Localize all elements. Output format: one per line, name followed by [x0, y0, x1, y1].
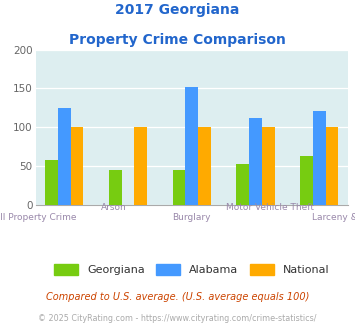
Bar [45, 160, 58, 205]
Bar [109, 171, 121, 205]
Bar [198, 127, 211, 205]
Bar [173, 171, 185, 205]
Bar [300, 156, 313, 205]
Bar [262, 127, 274, 205]
Bar [236, 164, 249, 205]
Text: Compared to U.S. average. (U.S. average equals 100): Compared to U.S. average. (U.S. average … [46, 292, 309, 302]
Text: Larceny & Theft: Larceny & Theft [312, 213, 355, 222]
Text: © 2025 CityRating.com - https://www.cityrating.com/crime-statistics/: © 2025 CityRating.com - https://www.city… [38, 314, 317, 323]
Bar [58, 108, 71, 205]
Text: All Property Crime: All Property Crime [0, 213, 77, 222]
Bar [185, 87, 198, 205]
Legend: Georgiana, Alabama, National: Georgiana, Alabama, National [49, 260, 334, 280]
Bar [134, 127, 147, 205]
Bar [249, 118, 262, 205]
Text: Burglary: Burglary [173, 213, 211, 222]
Bar [71, 127, 83, 205]
Text: Arson: Arson [101, 203, 126, 212]
Text: Property Crime Comparison: Property Crime Comparison [69, 33, 286, 47]
Bar [326, 127, 338, 205]
Bar [313, 111, 326, 205]
Text: Motor Vehicle Theft: Motor Vehicle Theft [226, 203, 314, 212]
Text: 2017 Georgiana: 2017 Georgiana [115, 3, 240, 17]
